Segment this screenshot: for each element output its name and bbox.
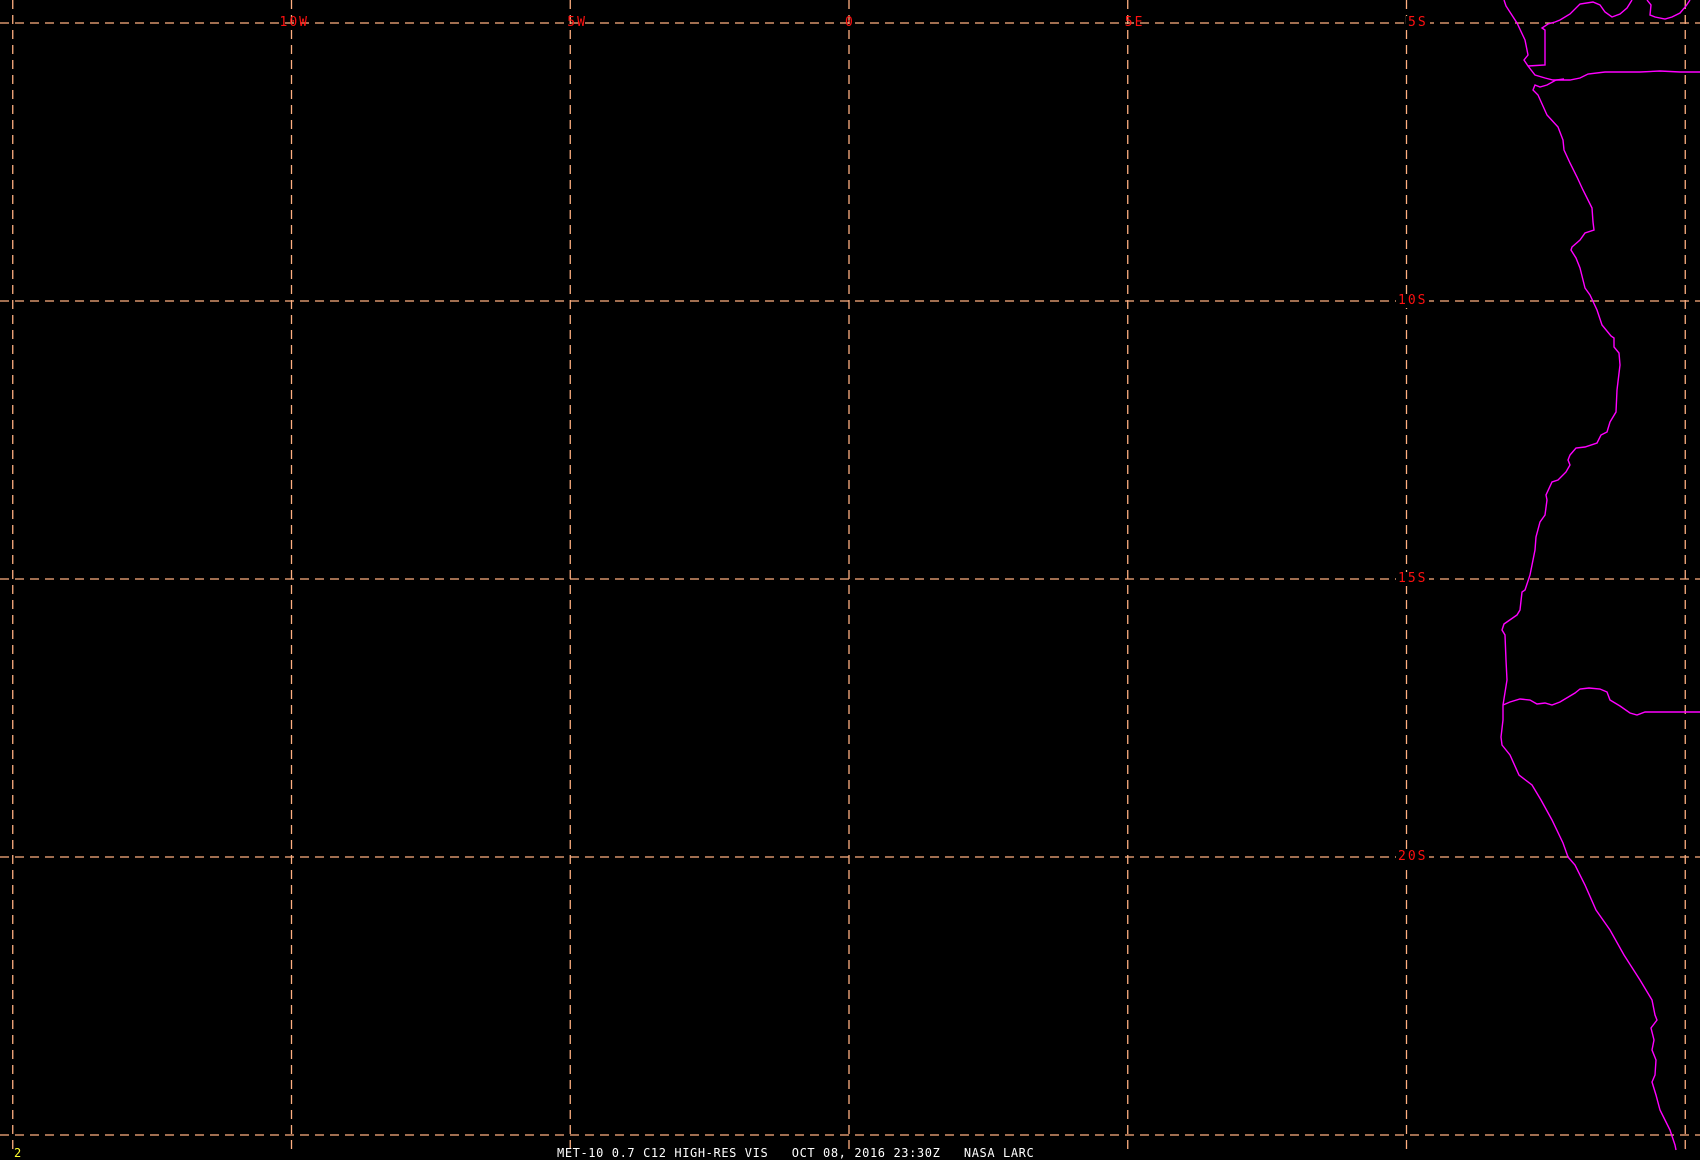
coastline-segment: [1503, 0, 1700, 81]
image-caption: MET-10 0.7 C12 HIGH-RES VIS OCT 08, 2016…: [557, 1146, 1035, 1160]
footer-bar: 2 MET-10 0.7 C12 HIGH-RES VIS OCT 08, 20…: [0, 1146, 1700, 1160]
longitude-label: 10W: [279, 15, 309, 30]
latitude-label: 20S: [1396, 849, 1430, 864]
latitude-label: 10S: [1396, 293, 1430, 308]
coastline-segment: [1502, 687, 1700, 716]
longitude-label: 5E: [1124, 15, 1145, 30]
coastline-segment: [1500, 78, 1677, 1151]
latitude-label: 15S: [1396, 571, 1430, 586]
coastline-segment: [1646, 0, 1691, 20]
longitude-label: 0: [845, 15, 855, 30]
coastline-borders: [1500, 0, 1700, 1151]
longitude-label: 5W: [567, 15, 587, 30]
coastline-segment: [1527, 0, 1633, 67]
latitude-label: 5S: [1406, 15, 1430, 30]
frame-number: 2: [14, 1146, 22, 1160]
